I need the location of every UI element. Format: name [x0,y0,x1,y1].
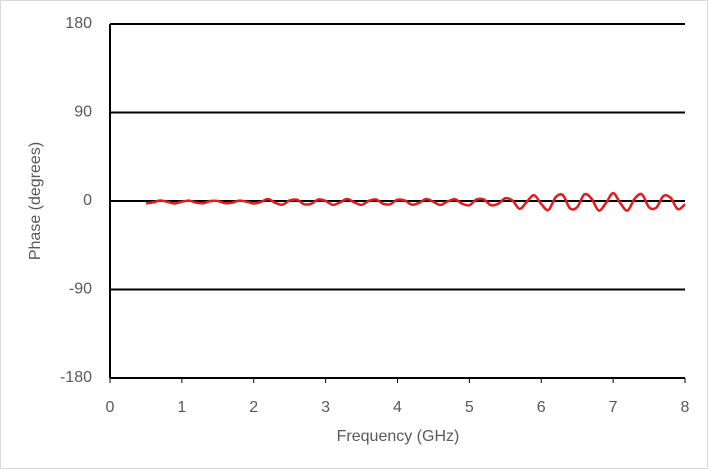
data-line [145,191,686,212]
y-tick-label: 90 [74,104,92,121]
x-tick-label: 4 [393,399,402,416]
y-tick-label: 0 [83,192,92,209]
x-tick-label: 0 [106,399,115,416]
y-axis-title: Phase (degrees) [27,142,44,260]
y-tick-label: 180 [65,15,92,32]
x-tick-label: 6 [537,399,546,416]
x-tick-label: 5 [465,399,474,416]
x-axis-title: Frequency (GHz) [337,428,460,445]
x-tick-label: 2 [249,399,258,416]
y-tick-label: -180 [60,369,92,386]
x-tick-label: 8 [681,399,690,416]
x-tick-label: 3 [321,399,330,416]
x-tick-label: 7 [609,399,618,416]
x-tick-label: 1 [177,399,186,416]
y-tick-label: -90 [69,281,92,298]
